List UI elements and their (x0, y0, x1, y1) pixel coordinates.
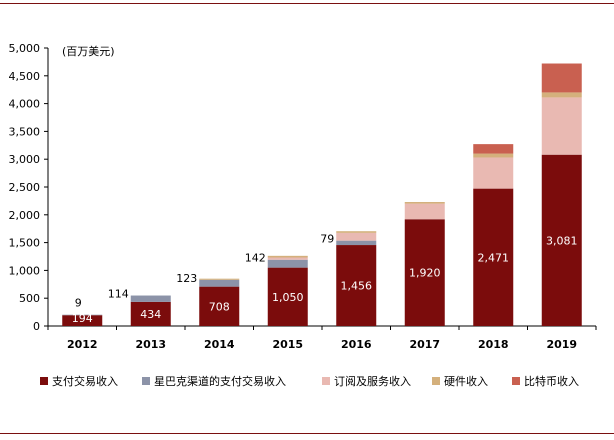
x-tick-label: 2014 (204, 338, 235, 351)
bar-segment (473, 157, 514, 189)
y-tick-label: 3,500 (9, 125, 41, 138)
bar-value-label: 1,456 (341, 280, 373, 293)
bar-segment (199, 279, 240, 287)
x-tick-label: 2019 (546, 338, 577, 351)
bar-segment (267, 259, 308, 268)
legend-label: 星巴克渠道的支付交易收入 (154, 374, 286, 388)
legend-label: 订阅及服务收入 (334, 374, 411, 388)
bar-segment (199, 286, 240, 326)
y-tick-label: 3,000 (9, 153, 41, 166)
bar-segment (267, 257, 308, 260)
bar-segment (336, 231, 377, 233)
top-rule (0, 3, 614, 4)
legend-swatch (432, 377, 440, 385)
legend-item: 比特币收入 (512, 374, 579, 388)
x-tick-label: 2016 (341, 338, 372, 351)
legend: 支付交易收入 星巴克渠道的支付交易收入 订阅及服务收入 硬件收入 比特币收入 (40, 374, 579, 388)
bar-segment (336, 240, 377, 246)
y-tick-label: 4,500 (9, 70, 41, 83)
bar-value-label: 123 (176, 272, 197, 285)
y-tick-label: 2,000 (9, 209, 41, 222)
x-tick-label: 2013 (135, 338, 166, 351)
bar-segment (130, 295, 171, 302)
bar-segment (267, 267, 308, 326)
legend-label: 比特币收入 (524, 374, 579, 388)
x-tick-label: 2015 (272, 338, 303, 351)
bar-value-label: 2,471 (478, 251, 510, 264)
y-tick-label: 0 (33, 320, 40, 333)
bar-segment (404, 202, 445, 204)
legend-swatch (512, 377, 520, 385)
bar-segment (336, 232, 377, 241)
legend-label: 支付交易收入 (52, 374, 118, 388)
legend-item: 星巴克渠道的支付交易收入 (142, 374, 286, 388)
y-tick-label: 1,000 (9, 264, 41, 277)
bar-segment (404, 219, 445, 326)
bar-segment (473, 153, 514, 158)
bar-segment (404, 203, 445, 220)
y-tick-label: 500 (19, 292, 40, 305)
bar-segment (541, 97, 582, 155)
y-tick-label: 1,500 (9, 237, 41, 250)
bar-segment (541, 63, 582, 93)
bar-segment (473, 144, 514, 154)
bar-value-label: 114 (108, 288, 129, 301)
bar-segment (541, 92, 582, 98)
legend-swatch (40, 377, 48, 385)
x-tick-label: 2018 (478, 338, 509, 351)
bar-value-label: 434 (140, 308, 161, 321)
legend-item: 订阅及服务收入 (322, 374, 411, 388)
bar-value-label: 3,081 (546, 234, 578, 247)
bar-segment (473, 188, 514, 326)
legend-swatch (322, 377, 330, 385)
x-axis: 2012 2013 2014 2015 2016 2017 2018 2019 (47, 325, 597, 351)
bar-segment (267, 255, 308, 258)
bar-value-label: 9 (75, 297, 82, 310)
bar-value-label: 708 (209, 300, 230, 313)
legend-item: 支付交易收入 (40, 374, 118, 388)
y-tick-label: 4,000 (9, 98, 41, 111)
bar-segment (199, 278, 240, 280)
x-tick-label: 2012 (67, 338, 98, 351)
bar-segment (130, 301, 171, 326)
y-tick-label: 2,500 (9, 181, 41, 194)
y-tick-label: 5,000 (9, 42, 41, 55)
unit-label: (百万美元) (62, 45, 115, 58)
bar-value-label: 79 (320, 233, 334, 246)
bar-segment (62, 314, 103, 316)
bar-segment (62, 315, 103, 326)
legend-item: 硬件收入 (432, 374, 488, 388)
bar-value-label: 194 (72, 312, 93, 325)
bar-value-label: 1,050 (272, 291, 304, 304)
bar-value-label: 142 (245, 252, 266, 265)
bar-segment (541, 154, 582, 326)
bar-segment (336, 245, 377, 326)
legend-swatch (142, 377, 150, 385)
y-axis: 0 500 1,000 1,500 2,000 2,500 3,000 3,500 4,000 4… (9, 42, 49, 333)
bars: 194 9 434 114 708 123 1,050 142 1,456 79 1,920 2,47… (62, 63, 582, 326)
bar-value-label: 1,920 (409, 267, 441, 280)
legend-label: 硬件收入 (444, 374, 488, 388)
x-tick-label: 2017 (409, 338, 440, 351)
bottom-rule (0, 433, 614, 434)
